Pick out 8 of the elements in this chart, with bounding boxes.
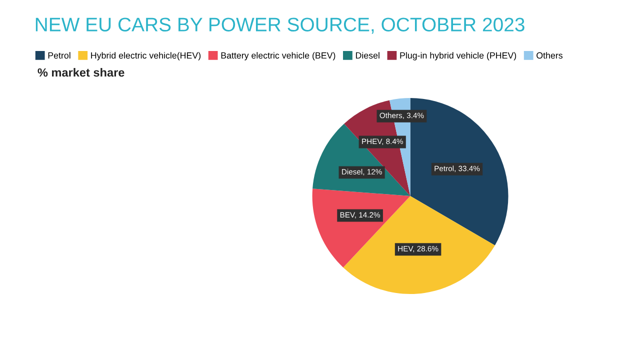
text: % market share [38,68,124,77]
legend-label: Battery electric vehicle (BEV) [221,52,336,60]
chart-title: NEW EU CARS BY POWER SOURCE, OCTOBER 2023 [36,18,524,34]
legend-label: Others [536,52,563,59]
legend-label: Diesel [356,52,380,59]
legend-label: Hybrid electric vehicle(HEV) [91,52,201,60]
legend-label: Petrol [48,52,70,59]
legend-label: Plug-in hybrid vehicle (PHEV) [400,52,516,60]
